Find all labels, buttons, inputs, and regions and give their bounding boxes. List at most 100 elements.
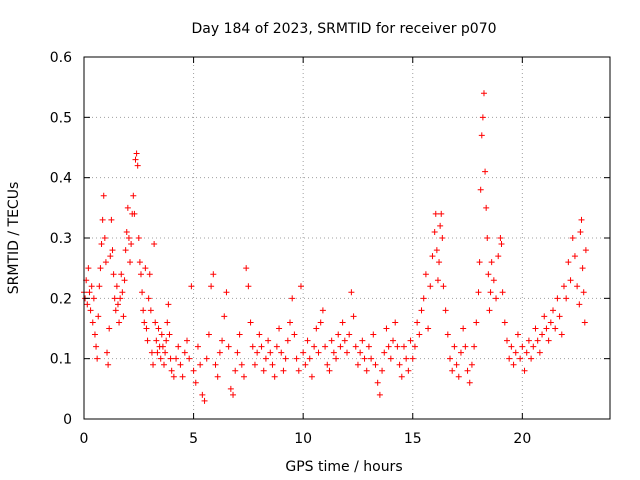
data-point [214,373,221,380]
data-point [265,337,272,344]
data-point [427,283,434,290]
data-point [498,241,505,248]
data-point [108,216,115,223]
data-point [493,295,500,302]
data-point [313,325,320,332]
data-point [433,247,440,254]
data-point [379,367,386,374]
data-point [212,361,219,368]
data-point [580,289,587,296]
data-point [93,343,100,350]
data-point [121,277,128,284]
data-point [574,283,581,290]
data-point [113,283,120,290]
data-point [190,367,197,374]
x-tick-labels: 0 5 10 15 20 [80,431,532,447]
data-point [106,325,113,332]
data-point [501,319,508,326]
data-point [136,259,143,266]
data-point [486,307,493,314]
data-point [104,349,111,356]
data-point [439,235,446,241]
data-point [328,337,335,344]
data-point [287,319,294,326]
data-point [157,355,164,362]
data-point [102,259,109,266]
data-point [348,289,355,296]
data-point [400,343,407,350]
data-point [119,289,126,296]
data-point [547,319,554,326]
data-point [114,301,121,308]
data-point [429,253,436,260]
data-points [81,90,589,404]
data-point [416,331,423,338]
data-point [483,204,490,211]
data-point [145,295,152,302]
data-point [107,253,114,260]
data-point [425,325,432,332]
data-point [497,235,504,241]
data-point [420,295,427,302]
data-point [133,150,140,157]
data-point [184,337,191,344]
data-point [216,349,223,356]
data-point [436,259,443,266]
data-point [363,367,370,374]
data-point [295,367,302,374]
data-point [418,307,425,314]
data-point [205,331,212,338]
data-point [238,361,245,368]
y-tick-labels: 0 0.1 0.2 0.3 0.4 0.5 0.6 [50,50,72,428]
data-point [186,355,193,362]
data-point [326,367,333,374]
data-point [247,319,254,326]
data-point [571,253,578,260]
data-point [101,235,108,241]
data-point [471,343,478,350]
data-point [90,295,97,302]
y-tick-label: 0 [63,412,72,428]
data-point [297,283,304,290]
data-point [449,367,456,374]
data-point [130,192,137,199]
data-point [577,228,584,235]
data-point [344,349,350,356]
data-point [95,313,102,320]
x-tick-label: 20 [513,431,531,447]
data-point [201,397,208,404]
data-point [267,349,274,356]
data-point [390,337,397,344]
data-point [127,259,134,266]
y-axis-label: SRMTID / TECUs [6,182,22,295]
data-point [293,355,300,362]
data-point [234,349,241,356]
data-point [144,337,151,344]
data-point [490,277,497,284]
data-point [203,355,210,362]
data-point [476,259,483,266]
data-point [199,391,206,398]
data-point [223,289,230,296]
data-point [411,343,418,350]
data-point [227,385,234,392]
data-point [517,355,524,362]
data-point [280,367,287,374]
data-point [192,379,199,386]
data-point [422,271,429,278]
data-point [477,186,484,193]
data-point [466,379,473,386]
data-point [552,325,559,332]
data-point [530,343,537,350]
data-point [488,259,495,266]
data-point [88,283,95,290]
data-point [330,349,337,356]
data-point [112,307,119,314]
data-point [118,271,125,278]
data-point [357,349,364,356]
data-point [150,361,157,368]
data-point [151,241,158,248]
data-point [258,343,265,350]
data-point [558,331,565,338]
data-point [536,349,543,356]
